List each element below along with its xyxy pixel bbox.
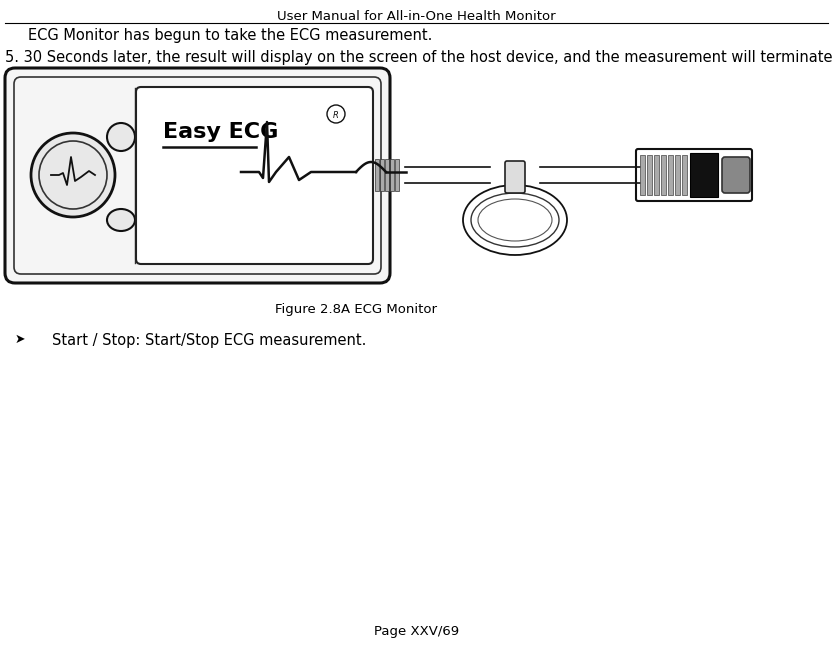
Ellipse shape [107,209,135,231]
Text: Page XXV/69: Page XXV/69 [374,625,459,638]
FancyBboxPatch shape [675,155,680,195]
FancyBboxPatch shape [640,155,645,195]
FancyBboxPatch shape [690,153,718,197]
FancyBboxPatch shape [375,159,379,191]
Text: 5. 30 Seconds later, the result will display on the screen of the host device, a: 5. 30 Seconds later, the result will dis… [5,50,833,65]
Text: stop: stop [137,129,157,138]
Text: Start / Stop: Start/Stop ECG measurement.: Start / Stop: Start/Stop ECG measurement… [52,333,367,348]
FancyBboxPatch shape [654,155,659,195]
FancyBboxPatch shape [505,161,525,193]
Circle shape [107,123,135,151]
FancyBboxPatch shape [722,157,750,193]
Circle shape [39,141,107,209]
Text: R: R [333,110,339,120]
Text: start: start [137,213,158,222]
FancyBboxPatch shape [682,155,687,195]
Text: ➤: ➤ [15,333,26,346]
Circle shape [31,133,115,217]
Text: ECG Monitor has begun to take the ECG measurement.: ECG Monitor has begun to take the ECG me… [28,28,432,43]
Text: User Manual for All-in-One Health Monitor: User Manual for All-in-One Health Monito… [277,10,556,23]
FancyBboxPatch shape [668,155,673,195]
Text: Figure 2.8A ECG Monitor: Figure 2.8A ECG Monitor [276,303,437,316]
FancyBboxPatch shape [380,159,384,191]
FancyBboxPatch shape [395,159,399,191]
FancyBboxPatch shape [385,159,389,191]
Text: Easy ECG: Easy ECG [163,122,278,142]
FancyBboxPatch shape [5,68,390,283]
FancyBboxPatch shape [136,87,373,264]
FancyBboxPatch shape [661,155,666,195]
FancyBboxPatch shape [647,155,652,195]
FancyBboxPatch shape [390,159,394,191]
